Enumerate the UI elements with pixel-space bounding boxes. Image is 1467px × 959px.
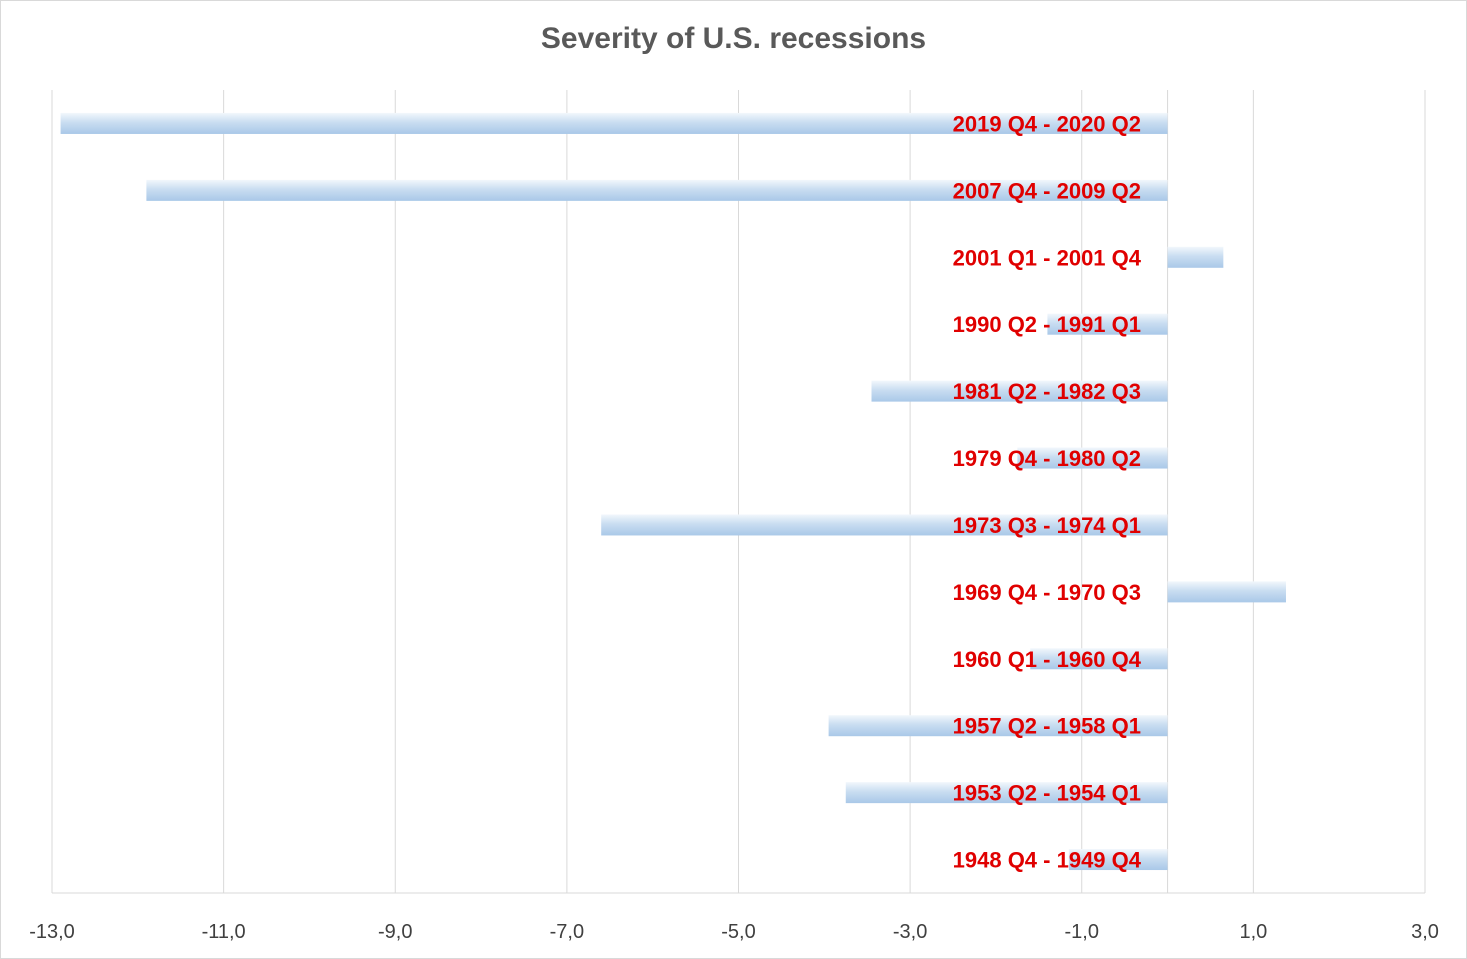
bar bbox=[1030, 648, 1168, 670]
bars bbox=[60, 112, 1286, 871]
x-tick-label: -5,0 bbox=[721, 921, 755, 943]
x-axis: -13,0 -11,0 -9,0 -7,0 -5,0 -3,0 -1,0 1,0 3,0 bbox=[29, 90, 1439, 943]
x-tick-label: 1,0 bbox=[1239, 921, 1267, 943]
category-label: 1960 Q1 - 1960 Q4 bbox=[953, 647, 1142, 672]
category-label: 1990 Q2 - 1991 Q1 bbox=[953, 312, 1141, 337]
category-label: 2007 Q4 - 2009 Q2 bbox=[953, 178, 1141, 203]
bar bbox=[1068, 849, 1168, 871]
x-tick-label: -13,0 bbox=[29, 921, 75, 943]
bar bbox=[601, 514, 1168, 536]
x-tick-label: -1,0 bbox=[1065, 921, 1099, 943]
x-tick-label: -7,0 bbox=[550, 921, 584, 943]
category-label: 1948 Q4 - 1949 Q4 bbox=[953, 848, 1142, 873]
category-label: 1957 Q2 - 1958 Q1 bbox=[953, 714, 1141, 739]
chart-title: Severity of U.S. recessions bbox=[540, 22, 927, 55]
gridlines bbox=[51, 90, 1426, 893]
bar bbox=[828, 715, 1168, 737]
category-label: 1981 Q2 - 1982 Q3 bbox=[953, 379, 1141, 404]
bar bbox=[1017, 447, 1168, 469]
category-label: 2019 Q4 - 2020 Q2 bbox=[953, 111, 1141, 136]
category-label: 1969 Q4 - 1970 Q3 bbox=[953, 580, 1141, 605]
bar bbox=[146, 179, 1168, 201]
category-label: 2001 Q1 - 2001 Q4 bbox=[953, 245, 1142, 270]
category-label: 1973 Q3 - 1974 Q1 bbox=[953, 513, 1141, 538]
x-tick-label: -9,0 bbox=[378, 921, 412, 943]
bar bbox=[845, 782, 1168, 804]
bar bbox=[1167, 246, 1224, 268]
category-labels: 2019 Q4 - 2020 Q2 2007 Q4 - 2009 Q2 2001 Q… bbox=[953, 111, 1142, 872]
category-label: 1953 Q2 - 1954 Q1 bbox=[953, 781, 1141, 806]
bar bbox=[871, 380, 1168, 402]
bar bbox=[1047, 313, 1168, 335]
x-tick-label: -3,0 bbox=[893, 921, 927, 943]
x-tick-label: -11,0 bbox=[202, 921, 246, 943]
x-tick-label: 3,0 bbox=[1411, 921, 1439, 943]
bar bbox=[60, 112, 1168, 134]
bar bbox=[1167, 581, 1286, 603]
category-label: 1979 Q4 - 1980 Q2 bbox=[953, 446, 1141, 471]
